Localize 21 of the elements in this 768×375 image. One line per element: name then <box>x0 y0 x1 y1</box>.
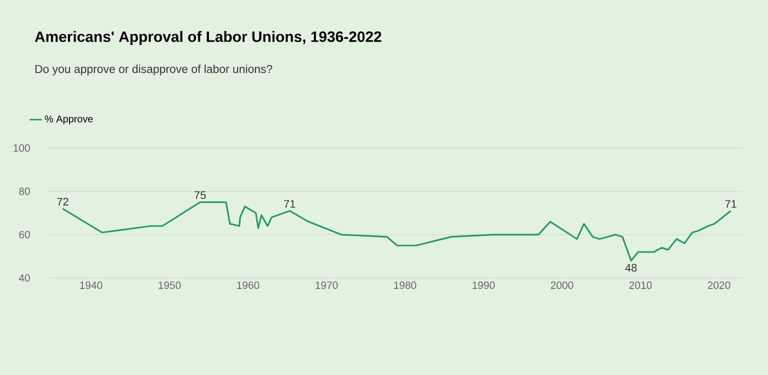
annotation: 75 <box>194 191 206 199</box>
y-tick-label: 80 <box>19 188 30 196</box>
x-tick-label: 1970 <box>316 282 338 289</box>
x-tick-label: 1940 <box>80 282 102 289</box>
y-tick-label: 40 <box>18 274 30 282</box>
legend-label: % Approve <box>44 115 93 124</box>
x-tick-label: 1960 <box>237 282 260 289</box>
x-tick-label: 2020 <box>708 282 730 289</box>
x-tick-label: 2010 <box>629 282 652 289</box>
chart-title: Americans' Approval of Labor Unions, 1936-2022 <box>34 31 382 45</box>
annotation: 72 <box>57 198 68 206</box>
annotation: 48 <box>625 264 637 272</box>
x-tick-label: 1990 <box>472 282 495 289</box>
x-tick-label: 1980 <box>394 282 416 289</box>
y-tick-label: 60 <box>19 230 30 238</box>
x-tick-label: 1950 <box>158 282 181 289</box>
chart-subtitle: Do you approve or disapprove of labor unions? <box>35 64 272 76</box>
x-tick-label: 2000 <box>550 282 574 289</box>
annotation: 71 <box>725 200 736 208</box>
y-tick-label: 100 <box>14 144 30 152</box>
annotation: 71 <box>284 200 296 208</box>
